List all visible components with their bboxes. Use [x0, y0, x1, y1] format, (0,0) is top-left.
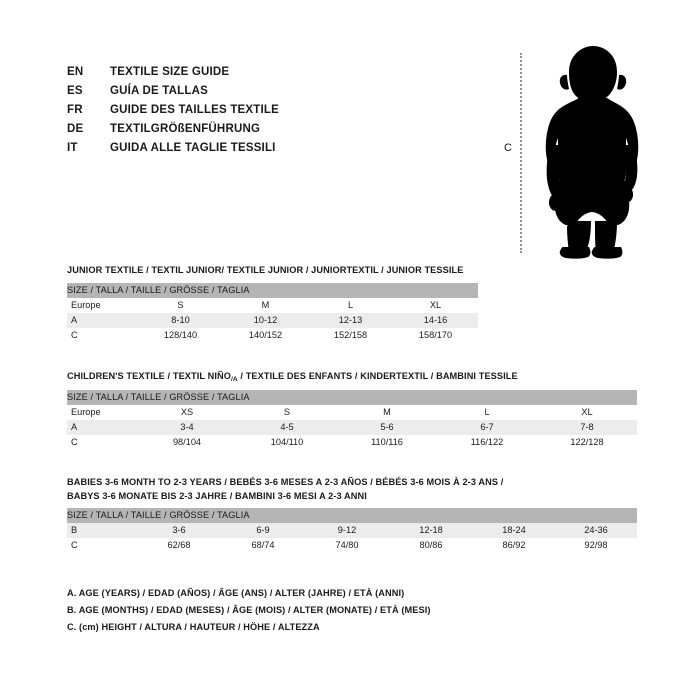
table-row: C 128/140 140/152 152/158 158/170 — [67, 327, 479, 343]
table-band-row-children: SIZE / TALLA / TAILLE / GRÖSSE / TAGLIA — [67, 389, 637, 405]
table-row: Europe S M L XL — [67, 297, 479, 313]
cell-value: 7-8 — [537, 419, 637, 435]
cell-value: 12-18 — [389, 523, 473, 538]
band-label-junior: SIZE / TALLA / TAILLE / GRÖSSE / TAGLIA — [67, 282, 479, 298]
cell-value: 116/122 — [437, 434, 537, 450]
child-silhouette-icon — [545, 46, 639, 259]
cell-value: XL — [393, 297, 479, 313]
cell-value: L — [437, 404, 537, 420]
language-row-en: EN TEXTILE SIZE GUIDE — [67, 63, 397, 82]
cell-value: 14-16 — [393, 312, 479, 328]
language-header-block: EN TEXTILE SIZE GUIDE ES GUÍA DE TALLAS … — [67, 63, 397, 158]
cell-value: 10-12 — [223, 312, 308, 328]
height-figure-area: C — [495, 45, 655, 260]
cell-value: 18-24 — [473, 523, 555, 538]
cell-value: L — [308, 297, 393, 313]
section-title-children: CHILDREN'S TEXTILE / TEXTIL NIÑO/A / TEX… — [67, 370, 637, 385]
cell-value: S — [138, 297, 223, 313]
legend-block: A. AGE (YEARS) / EDAD (AÑOS) / ÂGE (ANS)… — [67, 585, 431, 636]
band-label-babies: SIZE / TALLA / TAILLE / GRÖSSE / TAGLIA — [67, 508, 638, 523]
cell-value: 24-36 — [555, 523, 638, 538]
cell-value: 62/68 — [137, 538, 221, 553]
language-title-de: TEXTILGRÖßENFÜHRUNG — [110, 123, 261, 135]
cell-value: XS — [137, 404, 237, 420]
section-title-babies-line2: BABYS 3-6 MONATE BIS 2-3 JAHRE / BAMBINI… — [67, 490, 367, 501]
language-code-fr: FR — [67, 104, 83, 116]
height-measure-dotted-line — [520, 53, 522, 253]
legend-line-b: B. AGE (MONTHS) / EDAD (MESES) / ÂGE (MO… — [67, 605, 431, 615]
cell-value: 140/152 — [223, 327, 308, 343]
legend-line-c: C. (cm) HEIGHT / ALTURA / HAUTEUR / HÖHE… — [67, 622, 320, 632]
language-code-en: EN — [67, 66, 84, 78]
cell-value: 8-10 — [138, 312, 223, 328]
row-label-a: A — [67, 312, 138, 328]
table-row: Europe XS S M L XL — [67, 404, 637, 420]
legend-line-a: A. AGE (YEARS) / EDAD (AÑOS) / ÂGE (ANS)… — [67, 588, 405, 598]
table-row: C 98/104 104/110 110/116 116/122 122/128 — [67, 434, 637, 450]
cell-value: 122/128 — [537, 434, 637, 450]
section-babies-textile: BABIES 3-6 MONTH TO 2-3 YEARS / BEBÉS 3-… — [67, 476, 638, 553]
cell-value: 3-6 — [137, 523, 221, 538]
cell-value: M — [223, 297, 308, 313]
language-row-it: IT GUIDA ALLE TAGLIE TESSILI — [67, 139, 397, 158]
cell-value: 3-4 — [137, 419, 237, 435]
row-label-c: C — [67, 538, 137, 553]
language-code-de: DE — [67, 123, 84, 135]
band-label-children: SIZE / TALLA / TAILLE / GRÖSSE / TAGLIA — [67, 389, 637, 405]
cell-value: 80/86 — [389, 538, 473, 553]
language-code-es: ES — [67, 85, 83, 97]
cell-value: 74/80 — [305, 538, 389, 553]
language-title-es: GUÍA DE TALLAS — [110, 85, 208, 97]
size-table-junior: SIZE / TALLA / TAILLE / GRÖSSE / TAGLIA … — [67, 282, 479, 343]
cell-value: 5-6 — [337, 419, 437, 435]
language-title-it: GUIDA ALLE TAGLIE TESSILI — [110, 142, 276, 154]
table-row: A 3-4 4-5 5-6 6-7 7-8 — [67, 419, 637, 435]
cell-value: 158/170 — [393, 327, 479, 343]
cell-value: 104/110 — [237, 434, 337, 450]
cell-value: 98/104 — [137, 434, 237, 450]
cell-value: M — [337, 404, 437, 420]
cell-value: S — [237, 404, 337, 420]
size-table-children: SIZE / TALLA / TAILLE / GRÖSSE / TAGLIA … — [67, 389, 637, 450]
language-title-fr: GUIDE DES TAILLES TEXTILE — [110, 104, 279, 116]
row-label-c: C — [67, 327, 138, 343]
size-table-babies: SIZE / TALLA / TAILLE / GRÖSSE / TAGLIA … — [67, 508, 638, 553]
cell-value: XL — [537, 404, 637, 420]
table-row: B 3-6 6-9 9-12 12-18 18-24 24-36 — [67, 523, 638, 538]
language-row-fr: FR GUIDE DES TAILLES TEXTILE — [67, 101, 397, 120]
cell-value: 4-5 — [237, 419, 337, 435]
row-label-a: A — [67, 419, 137, 435]
cell-value: 6-7 — [437, 419, 537, 435]
section-title-children-rest: / TEXTILE DES ENFANTS / KINDERTEXTIL / B… — [237, 371, 518, 381]
section-title-children-sub: /A — [230, 376, 238, 383]
cell-value: 128/140 — [138, 327, 223, 343]
cell-value: 110/116 — [337, 434, 437, 450]
section-title-junior: JUNIOR TEXTILE / TEXTIL JUNIOR/ TEXTILE … — [67, 265, 464, 275]
height-measure-label: C — [504, 142, 512, 154]
cell-value: 152/158 — [308, 327, 393, 343]
section-title-children-main: CHILDREN'S TEXTILE / TEXTIL NIÑO — [67, 371, 231, 381]
cell-value: 6-9 — [221, 523, 305, 538]
row-label-europe: Europe — [67, 297, 138, 313]
language-row-es: ES GUÍA DE TALLAS — [67, 82, 397, 101]
section-junior-textile: JUNIOR TEXTILE / TEXTIL JUNIOR/ TEXTILE … — [67, 264, 479, 343]
row-label-c: C — [67, 434, 137, 450]
language-code-it: IT — [67, 142, 78, 154]
table-row: A 8-10 10-12 12-13 14-16 — [67, 312, 479, 328]
cell-value: 12-13 — [308, 312, 393, 328]
language-row-de: DE TEXTILGRÖßENFÜHRUNG — [67, 120, 397, 139]
table-band-row-junior: SIZE / TALLA / TAILLE / GRÖSSE / TAGLIA — [67, 282, 479, 298]
table-band-row-babies: SIZE / TALLA / TAILLE / GRÖSSE / TAGLIA — [67, 508, 638, 523]
row-label-europe: Europe — [67, 404, 137, 420]
language-title-en: TEXTILE SIZE GUIDE — [110, 66, 230, 78]
cell-value: 92/98 — [555, 538, 638, 553]
cell-value: 9-12 — [305, 523, 389, 538]
cell-value: 86/92 — [473, 538, 555, 553]
table-row: C 62/68 68/74 74/80 80/86 86/92 92/98 — [67, 538, 638, 553]
section-title-babies-line1: BABIES 3-6 MONTH TO 2-3 YEARS / BEBÉS 3-… — [67, 477, 504, 487]
section-children-textile: CHILDREN'S TEXTILE / TEXTIL NIÑO/A / TEX… — [67, 370, 637, 450]
cell-value: 68/74 — [221, 538, 305, 553]
row-label-b: B — [67, 523, 137, 538]
